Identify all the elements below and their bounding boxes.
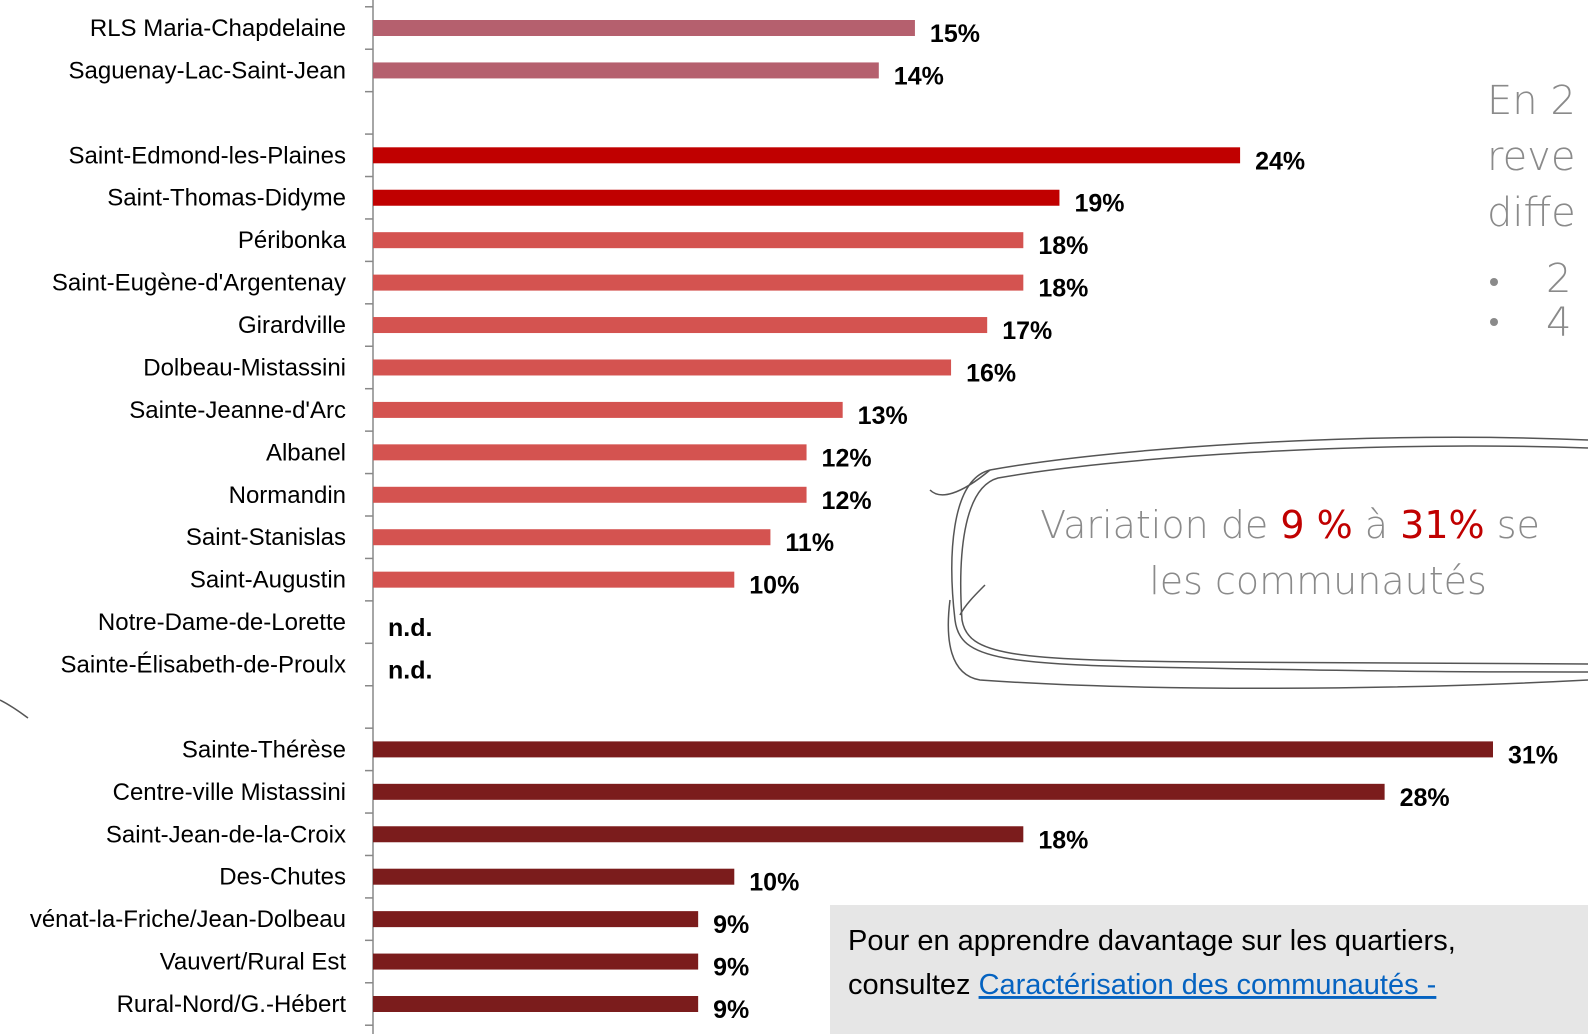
value-label: 31% xyxy=(1508,741,1558,769)
side-note-line: diffe xyxy=(1487,190,1576,236)
category-label: Sainte-Thérèse xyxy=(182,736,346,763)
category-label: Girardville xyxy=(238,312,346,339)
decor-stroke xyxy=(0,699,29,719)
bar xyxy=(373,189,1060,206)
bullet xyxy=(1490,318,1498,326)
category-label: Saguenay-Lac-Saint-Jean xyxy=(68,57,346,84)
info-link[interactable]: Caractérisation des communautés - xyxy=(979,969,1437,1001)
category-label: Notre-Dame-de-Lorette xyxy=(98,609,346,636)
category-label: Péribonka xyxy=(238,227,347,254)
bar xyxy=(373,826,1024,843)
value-label: 12% xyxy=(822,444,872,472)
side-note-bullet: 4 xyxy=(1546,300,1571,346)
category-label: Saint-Edmond-les-Plaines xyxy=(69,142,346,169)
value-label: 18% xyxy=(1038,826,1088,854)
category-label: Saint-Thomas-Didyme xyxy=(107,185,346,212)
info-prefix: consultez xyxy=(848,969,979,1001)
side-note-line: En 2 xyxy=(1487,78,1576,124)
bar xyxy=(373,741,1493,758)
bar xyxy=(373,996,699,1012)
value-label: 28% xyxy=(1400,784,1450,812)
callout-frame xyxy=(929,436,1588,690)
value-label: 15% xyxy=(930,20,980,48)
bar xyxy=(373,783,1385,800)
bar xyxy=(373,401,843,418)
value-label: 19% xyxy=(1074,190,1124,218)
value-label: 10% xyxy=(749,869,799,897)
callout-highlight: 9 % xyxy=(1280,503,1352,547)
callout-line: Variation de 9 % à 31% se xyxy=(1040,503,1540,547)
category-label: RLS Maria-Chapdelaine xyxy=(90,15,346,42)
category-label: Sainte-Élisabeth-de-Proulx xyxy=(61,652,346,679)
value-label: 14% xyxy=(894,62,944,90)
category-label: Albanel xyxy=(266,439,346,466)
category-label: Sainte-Jeanne-d'Arc xyxy=(129,397,346,424)
side-note-line: reve xyxy=(1487,134,1575,180)
callout-highlight: 31% xyxy=(1400,503,1484,547)
bar xyxy=(373,317,988,334)
callout-line: les communautés xyxy=(1149,559,1487,603)
value-label: 13% xyxy=(858,402,908,430)
value-label: 24% xyxy=(1255,147,1305,175)
value-label: n.d. xyxy=(388,657,432,685)
category-label: Normandin xyxy=(229,482,346,509)
info-text: consultez Caractérisation des communauté… xyxy=(848,969,1436,1001)
value-label: n.d. xyxy=(388,614,432,642)
bar xyxy=(373,147,1241,164)
category-label: Centre-ville Mistassini xyxy=(113,779,346,806)
bar xyxy=(373,486,807,503)
value-label: 18% xyxy=(1038,275,1088,303)
value-label: 9% xyxy=(713,996,749,1024)
value-label: 12% xyxy=(822,487,872,515)
value-label: 18% xyxy=(1038,232,1088,260)
category-label: Saint-Eugène-d'Argentenay xyxy=(52,270,346,297)
callout-text: à xyxy=(1353,503,1400,547)
info-box xyxy=(830,905,1588,1034)
bar xyxy=(373,232,1024,249)
bar xyxy=(373,359,952,376)
bullet xyxy=(1490,278,1498,286)
bar xyxy=(373,868,735,885)
category-label: Saint-Jean-de-la-Croix xyxy=(106,821,346,848)
value-label: 11% xyxy=(785,529,834,557)
bar xyxy=(373,953,699,970)
bar xyxy=(373,274,1024,291)
category-label: Saint-Augustin xyxy=(190,567,346,594)
value-label: 17% xyxy=(1002,317,1052,345)
category-label: vénat-la-Friche/Jean-Dolbeau xyxy=(30,906,346,933)
category-label: Dolbeau-Mistassini xyxy=(143,354,346,381)
value-label: 9% xyxy=(713,911,749,939)
callout-text: Variation de xyxy=(1040,503,1280,547)
bar xyxy=(373,911,699,928)
bar xyxy=(373,571,735,588)
bar xyxy=(373,444,807,461)
value-label: 10% xyxy=(749,572,799,600)
category-label: Vauvert/Rural Est xyxy=(160,949,347,976)
value-label: 16% xyxy=(966,359,1016,387)
category-label: Saint-Stanislas xyxy=(186,524,346,551)
bar xyxy=(373,529,771,546)
callout-text: se xyxy=(1485,503,1540,547)
info-text: Pour en apprendre davantage sur les quar… xyxy=(848,925,1456,957)
category-label: Des-Chutes xyxy=(219,864,346,891)
bar xyxy=(373,20,915,36)
side-note-bullet: 2 xyxy=(1546,256,1571,302)
value-label: 9% xyxy=(713,954,749,982)
category-label: Rural-Nord/G.-Hébert xyxy=(117,991,347,1018)
bar xyxy=(373,62,879,79)
